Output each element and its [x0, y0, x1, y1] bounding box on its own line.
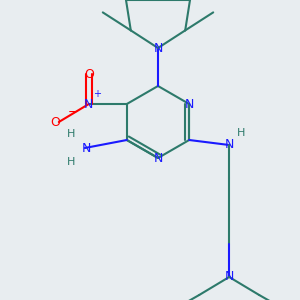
- Text: N: N: [224, 139, 234, 152]
- Text: +: +: [93, 89, 101, 99]
- Text: N: N: [224, 271, 234, 284]
- Text: −: −: [68, 106, 78, 118]
- Text: H: H: [67, 129, 75, 139]
- Text: N: N: [82, 142, 92, 154]
- Text: N: N: [84, 98, 94, 110]
- Text: N: N: [153, 41, 163, 55]
- Text: N: N: [184, 98, 194, 110]
- Text: N: N: [153, 152, 163, 164]
- Text: O: O: [50, 116, 60, 128]
- Text: O: O: [84, 68, 94, 80]
- Text: H: H: [67, 157, 75, 167]
- Text: H: H: [237, 128, 245, 138]
